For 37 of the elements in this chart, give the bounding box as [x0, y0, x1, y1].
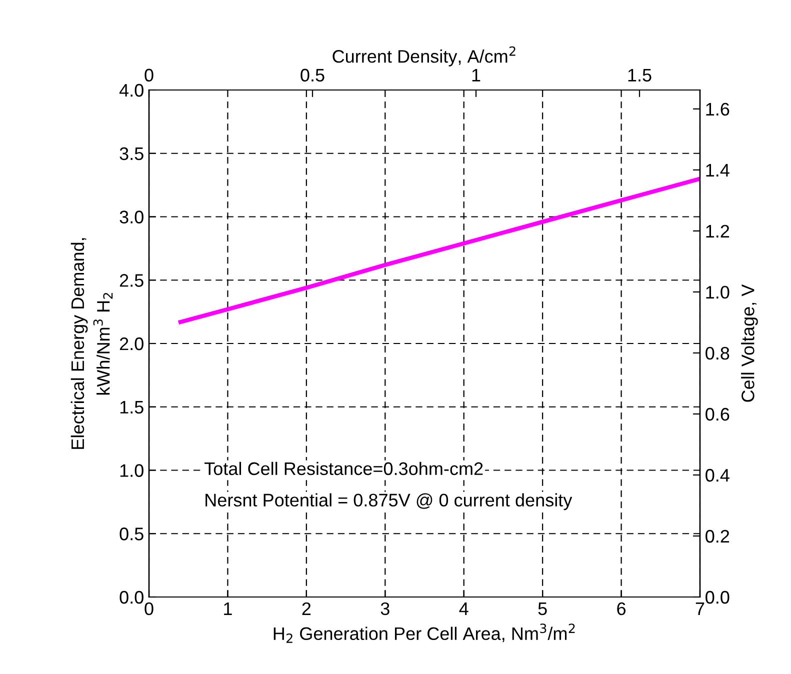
annotation: Total Cell Resistance=0.3ohm-cm2	[204, 462, 483, 476]
x-tick-label: 1	[224, 602, 232, 615]
x-tick-label: 3	[380, 602, 390, 616]
y-tick-label: 3.5	[120, 147, 144, 160]
x-tick-label: 6	[617, 602, 626, 616]
y-tick-label: 3.0	[120, 210, 144, 224]
y2-tick-label: 0.6	[706, 408, 730, 421]
y-tick-label: 2.5	[120, 274, 144, 287]
y-tick-label: 2.0	[120, 337, 144, 350]
x-tick-label: 0	[144, 602, 154, 616]
x-tick-label: 7	[696, 602, 704, 615]
x2-tick-label: 0.5	[300, 68, 324, 82]
x2-tick-label: 1	[472, 68, 480, 82]
y2-tick-label: 1.4	[706, 164, 730, 176]
y2-tick-label: 1.0	[706, 286, 730, 299]
y2-tick-label: 0.8	[706, 346, 730, 360]
y2-tick-label: 1.6	[706, 102, 730, 116]
y-tick-label: 0.5	[120, 528, 144, 540]
y2-axis-title: Cell Voltage, V	[741, 284, 758, 402]
y-tick-label: 1.5	[120, 400, 144, 414]
annotation: Nersnt Potential = 0.875V @ 0 current density	[206, 493, 572, 510]
x-axis-title: H$_{2}$ Generation Per Cell Area, Nm$^{3}$/m$^{2}$	[274, 624, 575, 643]
y-tick-label: 1.0	[120, 464, 144, 477]
y-tick-label: 0.0	[120, 590, 144, 604]
y2-tick-label: 1.2	[706, 224, 730, 238]
x2-axis-title: Current Density, A/cm$^{2}$	[332, 46, 516, 66]
y-axis-title: Electrical Energy Demand, kWh/Nm$^{3}$ H$_{2}$	[70, 238, 113, 449]
x-tick-label: 4	[459, 602, 468, 615]
y2-tick-label: 0.0	[706, 590, 730, 604]
y2-tick-label: 0.2	[706, 530, 730, 543]
x2-tick-label: 1.5	[628, 68, 652, 82]
line-series	[178, 176, 700, 324]
y2-tick-label: 0.4	[706, 468, 730, 482]
x2-tick-label: 0	[144, 68, 154, 82]
y-tick-label: 4.0	[119, 84, 144, 97]
x-tick-label: 5	[538, 602, 547, 616]
x-tick-label: 2	[302, 602, 311, 615]
